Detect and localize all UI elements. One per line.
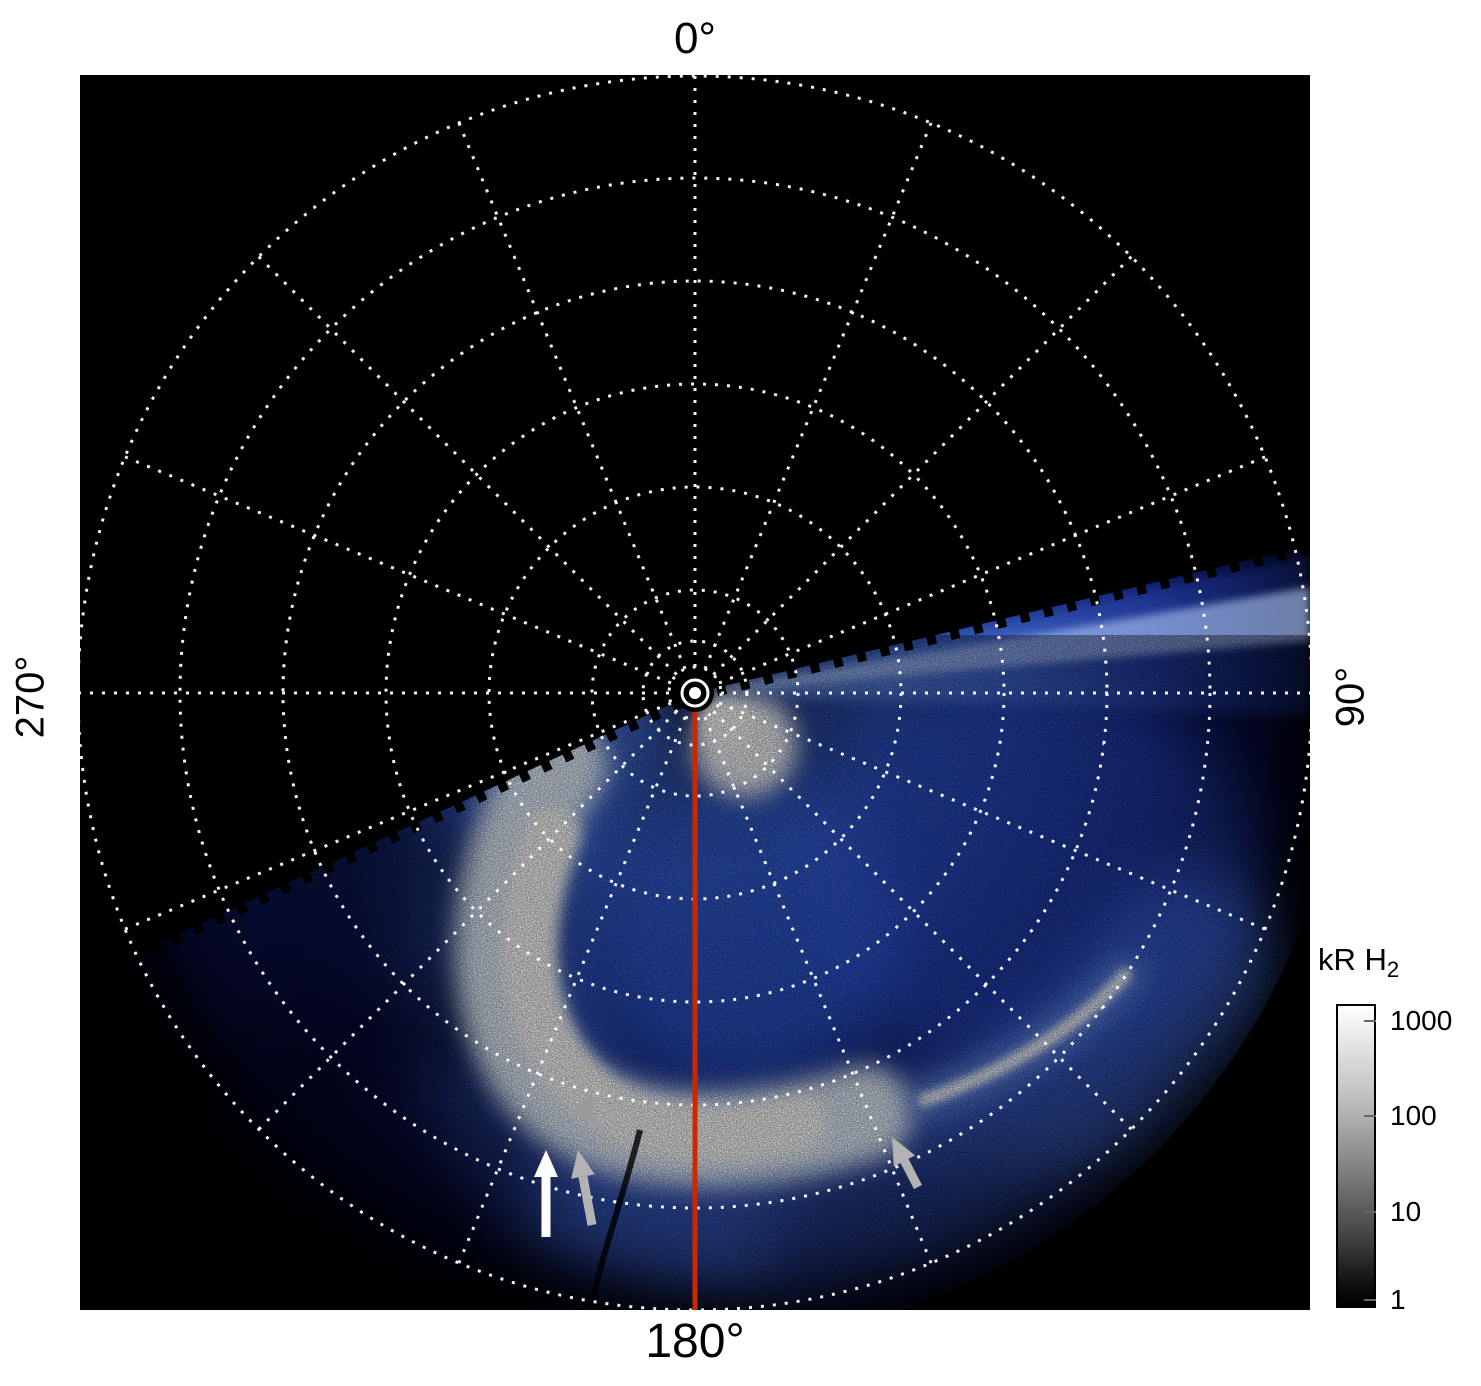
annotation-arrow-head bbox=[571, 1150, 595, 1179]
angle-label-90: 90° bbox=[1328, 666, 1373, 728]
angle-label-270: 270° bbox=[8, 655, 53, 739]
colorbar-tick bbox=[1364, 1019, 1376, 1022]
grid-circle bbox=[590, 588, 800, 798]
grid-circle bbox=[178, 176, 1212, 1210]
colorbar: kR H2 1000 100 10 1 bbox=[1316, 942, 1481, 1372]
colorbar-tick bbox=[1364, 1211, 1376, 1214]
grid-spoke bbox=[707, 455, 1266, 690]
grid-spoke bbox=[703, 701, 1133, 1131]
dark-streak-artifact bbox=[589, 1129, 643, 1304]
angle-label-180: 180° bbox=[645, 1315, 745, 1368]
grid-spoke bbox=[703, 255, 1133, 685]
annotation-arrow-shaft bbox=[578, 1175, 597, 1226]
grid-spoke bbox=[124, 696, 683, 931]
grid-spoke bbox=[698, 122, 933, 681]
colorbar-tick bbox=[1364, 1115, 1376, 1118]
pole-marker bbox=[676, 674, 714, 712]
colorbar-tick-label: 1000 bbox=[1390, 1004, 1453, 1036]
grid-spoke bbox=[457, 122, 692, 681]
colorbar-title-text: kR H bbox=[1318, 942, 1387, 977]
angle-label-0: 0° bbox=[673, 14, 717, 63]
colorbar-tick-label: 1 bbox=[1390, 1284, 1406, 1316]
colorbar-tick-label: 10 bbox=[1390, 1196, 1422, 1228]
annotation-arrow-head bbox=[534, 1150, 558, 1177]
annotation-arrow-head bbox=[571, 1093, 595, 1123]
grid-spoke bbox=[457, 705, 692, 1264]
grid-spoke bbox=[257, 701, 687, 1131]
polar-plot-area bbox=[76, 74, 1345, 1344]
grid-spoke bbox=[124, 455, 683, 690]
colorbar-title-subscript: 2 bbox=[1386, 957, 1400, 983]
colorbar-title: kR H2 bbox=[1318, 942, 1399, 983]
grid-circle bbox=[384, 382, 1006, 1004]
annotation-arrows bbox=[534, 1093, 922, 1237]
annotation-arrow-shaft bbox=[900, 1158, 922, 1190]
grid-spoke bbox=[257, 255, 687, 685]
annotation-arrow-head bbox=[892, 1137, 916, 1167]
colorbar-tick-label: 100 bbox=[1390, 1100, 1437, 1132]
aurora-polar-plot bbox=[76, 74, 1345, 1344]
grid-spoke bbox=[707, 696, 1266, 931]
grid-spoke bbox=[698, 705, 933, 1264]
colorbar-tick bbox=[1364, 1299, 1376, 1302]
colorbar-gradient bbox=[1336, 1004, 1376, 1308]
